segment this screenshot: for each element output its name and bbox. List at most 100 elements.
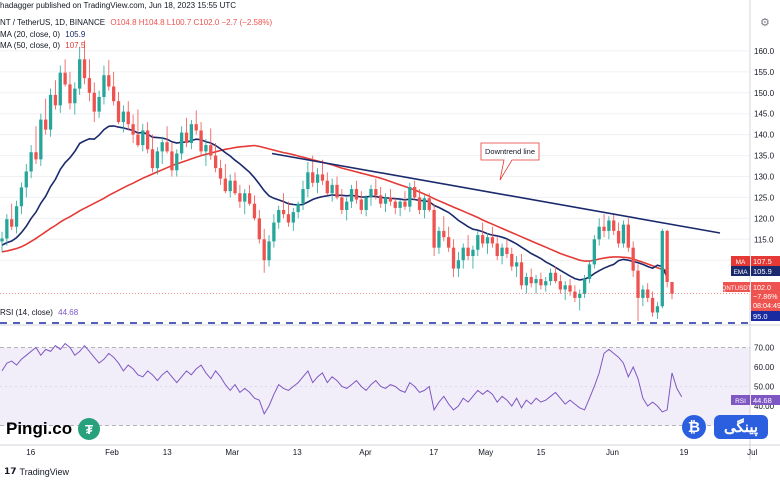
rsi-pane (0, 324, 780, 426)
candle-body (379, 195, 383, 204)
rsi-legend-value: 44.68 (58, 308, 79, 317)
candle-body (466, 247, 470, 257)
ema-tag-label-box (731, 266, 750, 276)
bitcoin-icon: ₿ (682, 415, 706, 439)
candle-body (228, 180, 232, 192)
rsi-tag-label: RSI (735, 398, 746, 405)
support-tag-value: 95.0 (753, 312, 768, 321)
candle-body (670, 281, 674, 294)
rsi-legend-label: RSI (14, close) (0, 308, 53, 317)
candle-body (631, 247, 635, 271)
candle-body (524, 276, 528, 286)
candle-body (87, 78, 92, 93)
candle-body (107, 75, 111, 87)
candle-body (233, 180, 237, 194)
candle-body (112, 86, 116, 102)
candle-body (146, 130, 150, 150)
candle-body (281, 209, 286, 215)
candle-body (24, 171, 28, 188)
pingi-watermark: Pingi.co ₮ (6, 417, 101, 441)
candle-body (568, 285, 572, 292)
pingi-watermark-right: ₿ پینگی (682, 415, 769, 439)
candle-body (398, 201, 402, 208)
candle-body (5, 219, 9, 239)
candle-body (126, 111, 130, 125)
candle-body (213, 155, 218, 169)
candle-body (490, 237, 495, 244)
candle-body (345, 201, 349, 210)
rsi-tick-label: 60.00 (754, 363, 775, 372)
rsi-legend[interactable]: RSI (14, close) 44.68 (0, 308, 78, 317)
ema-tag-value-box (751, 266, 780, 276)
time-tick-label: 19 (680, 448, 689, 457)
time-tick-label: 15 (537, 448, 546, 457)
last-price-value: 102.0 (753, 283, 771, 292)
candle-body (252, 203, 257, 219)
price-tick-label: 125.0 (754, 193, 775, 202)
annotation-text: Downtrend line (485, 147, 535, 156)
candle-body (539, 279, 543, 286)
candle-body (102, 75, 106, 97)
candle-body (582, 279, 587, 294)
candle-body (602, 226, 606, 231)
candle-body (607, 220, 611, 231)
ema20-line (1, 125, 668, 281)
last-price-change: −7.86% (753, 292, 778, 301)
rsi-tick-label: 50.00 (754, 383, 775, 392)
price-tick-label: 120.0 (754, 214, 775, 223)
time-tick-label: 16 (26, 448, 35, 457)
candle-body (34, 152, 38, 160)
price-tags: MA 107.5 EMA 105.9 QNTUSDT 102.0−7.86%08:04:4… (722, 16, 780, 405)
rsi-line (1, 342, 683, 415)
bar-countdown: 08:04:49 (753, 301, 780, 310)
tradingview-icon: 𝟭𝟳 (4, 466, 17, 476)
candle-body (650, 297, 655, 313)
candle-body (422, 198, 427, 210)
candle-body (272, 222, 276, 242)
candle-body (306, 172, 310, 190)
candle-body (199, 130, 203, 152)
publisher-text: hadagger published on TradingView.com, J… (0, 1, 237, 10)
candle-body (505, 247, 509, 254)
candle-body (534, 279, 538, 284)
candle-body (160, 142, 164, 152)
candle-body (456, 260, 461, 269)
symbol-line: NT / TetherUS, 1D, BINANCE O104.8 H104.8… (0, 18, 272, 27)
candle-body (68, 84, 72, 104)
candle-body (442, 230, 446, 238)
ema-legend[interactable]: MA (20, close, 0) 105.9 (0, 30, 85, 39)
sma-legend[interactable]: MA (50, close, 0) 107.5 (0, 41, 85, 50)
candle-body (218, 168, 223, 179)
ema-legend-value: 105.9 (65, 30, 86, 39)
candle-body (267, 241, 271, 261)
candle-body (616, 230, 621, 244)
candle-body (388, 197, 393, 202)
price-tick-label: 145.0 (754, 110, 775, 119)
candle-body (92, 92, 96, 112)
candle-body (78, 59, 82, 89)
ema-legend-label: MA (20, close, 0) (0, 30, 61, 39)
candle-body (553, 272, 558, 282)
tradingview-logo[interactable]: 𝟭𝟳 TradingView (4, 466, 69, 477)
candle-body (417, 197, 422, 210)
candle-body (53, 94, 58, 106)
candle-body (393, 201, 397, 208)
ma-tag-label-box (731, 256, 750, 266)
candle-body (39, 119, 43, 160)
candle-body (121, 111, 126, 123)
ma-tag-label: MA (736, 259, 746, 266)
rsi-tag-value-box (751, 395, 780, 405)
candle-body (48, 94, 53, 130)
candle-body (461, 247, 465, 261)
candle-body (544, 281, 548, 286)
time-tick-label: 13 (163, 448, 172, 457)
chart-overlays: Downtrend line (0, 142, 750, 324)
symbol-name[interactable]: NT / TetherUS, 1D, BINANCE (0, 18, 106, 27)
ma-tag-value: 107.5 (753, 257, 772, 266)
chart-grid (0, 50, 750, 261)
candle-body (136, 134, 140, 146)
candle-body (194, 124, 198, 131)
settings-icon[interactable]: ⚙ (760, 16, 770, 29)
candle-body (315, 174, 320, 183)
